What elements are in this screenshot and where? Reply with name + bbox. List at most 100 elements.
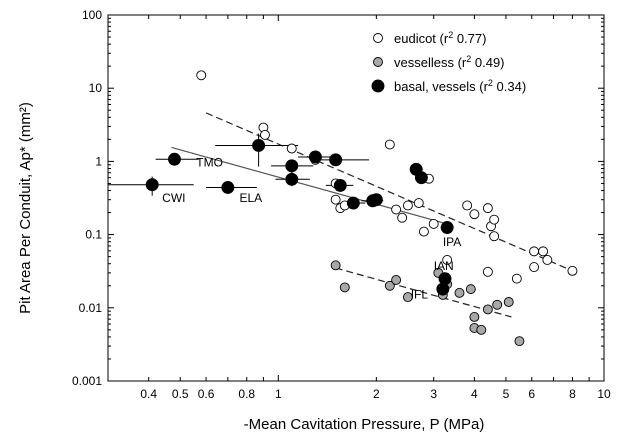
point-vesselless (454, 287, 465, 298)
point-basal (329, 153, 343, 167)
point-eudicot (567, 265, 578, 276)
point-eudicot (391, 204, 402, 215)
x-tick-label: 1 (275, 387, 282, 401)
point-vesselless (330, 260, 341, 271)
y-axis-ticks: 0.001 0.01 0.1 1 10 100 (72, 8, 604, 388)
point-label-ipa: IPA (443, 235, 461, 249)
point-eudicot (402, 200, 413, 211)
point-vesselless (391, 275, 402, 285)
x-tick-label: 4 (471, 387, 478, 401)
point-eudicot (538, 246, 549, 257)
point-vesselless (465, 284, 476, 295)
point-basal (333, 178, 347, 192)
point-basal (285, 172, 299, 186)
point-basal (438, 272, 452, 286)
point-eudicot (529, 262, 540, 273)
legend-label-name: vesselless (r (394, 55, 467, 70)
point-vesselless (339, 282, 350, 293)
fit-line-vesselless (335, 267, 512, 318)
point-basal (346, 196, 360, 210)
y-tick-label: 100 (82, 8, 102, 22)
y-tick-label: 0.001 (72, 374, 102, 388)
x-tick-label: 5 (503, 387, 510, 401)
legend-label-eudicot: eudicot (r2 0.77) (394, 30, 486, 46)
point-eudicot (529, 246, 540, 257)
point-eudicot (260, 129, 270, 140)
x-tick-label: 0.6 (198, 387, 215, 401)
point-eudicot (482, 203, 493, 214)
legend-label-name: eudicot (r (394, 31, 449, 46)
point-basal (414, 171, 428, 185)
data-points (145, 70, 578, 347)
legend-label-name: basal, vessels (r (394, 79, 489, 94)
legend: eudicot (r2 0.77)vesselless (r2 0.49)bas… (371, 30, 526, 94)
legend-label-sup: 2 (448, 30, 453, 40)
point-vesselless (482, 304, 493, 315)
x-tick-label: 0.4 (140, 387, 157, 401)
x-tick-label: 8 (569, 387, 576, 401)
point-basal (168, 152, 181, 166)
legend-marker-vesselless (373, 57, 383, 67)
y-tick-label: 1 (95, 154, 102, 168)
point-basal (252, 139, 266, 152)
point-basal (369, 193, 383, 207)
y-tick-label: 10 (89, 81, 103, 95)
legend-label-sup: 2 (466, 54, 471, 64)
x-tick-label: 2 (373, 387, 380, 401)
point-label-tmo: TMO (196, 156, 223, 170)
point-eudicot (542, 255, 553, 265)
legend-label-basal: basal, vessels (r2 0.34) (394, 78, 526, 94)
x-tick-label: 0.5 (172, 387, 189, 401)
point-eudicot (462, 200, 473, 211)
regression-lines (171, 112, 573, 318)
point-basal (308, 150, 322, 164)
x-tick-label: 10 (597, 387, 611, 401)
legend-marker-eudicot (373, 33, 383, 43)
point-eudicot (489, 231, 500, 242)
y-tick-label: 0.1 (85, 228, 102, 242)
point-vesselless (503, 297, 514, 307)
point-label-ian: IAN (434, 259, 454, 273)
point-label-ela: ELA (239, 191, 262, 205)
point-vesselless (402, 292, 413, 303)
point-eudicot (489, 214, 500, 225)
point-label-ifl: IFL (411, 287, 429, 301)
point-eudicot (469, 209, 480, 220)
point-eudicot (418, 226, 429, 237)
point-eudicot (286, 143, 297, 154)
point-vesselless (476, 324, 487, 335)
fit-line-basal (171, 146, 448, 225)
point-eudicot (511, 273, 522, 284)
point-eudicot (196, 70, 207, 81)
point-eudicot (384, 139, 395, 150)
y-axis-title: Pit Area Per Conduit, Ap* (mm²) (17, 102, 34, 314)
point-vesselless (514, 336, 525, 347)
point-label-cwi: CWI (162, 191, 185, 205)
point-basal (436, 282, 450, 296)
point-basal (285, 159, 299, 173)
point-basal (440, 221, 454, 234)
point-eudicot (428, 218, 439, 229)
x-axis-title: -Mean Cavitation Pressure, P (MPa) (244, 416, 485, 433)
point-eudicot (330, 194, 341, 205)
legend-label-value: 0.77) (453, 31, 486, 46)
y-tick-label: 0.01 (79, 301, 103, 315)
legend-label-value: 0.34) (493, 79, 526, 94)
point-basal (145, 178, 159, 192)
point-eudicot (413, 198, 424, 208)
x-tick-label: 6 (528, 387, 535, 401)
x-axis-ticks: 0.4 0.5 0.6 0.8 1 2 3 4 5 6 8 10 (140, 15, 611, 401)
x-tick-label: 3 (430, 387, 437, 401)
legend-marker-basal (371, 79, 385, 93)
point-vesselless (384, 280, 395, 291)
legend-label-value: 0.49) (471, 55, 504, 70)
legend-label-sup: 2 (488, 78, 493, 88)
point-vesselless (469, 311, 480, 322)
point-vesselless (492, 299, 503, 310)
point-eudicot (482, 266, 493, 277)
legend-label-vesselless: vesselless (r2 0.49) (394, 54, 505, 70)
x-tick-label: 0.8 (238, 387, 255, 401)
point-eudicot (442, 255, 453, 265)
